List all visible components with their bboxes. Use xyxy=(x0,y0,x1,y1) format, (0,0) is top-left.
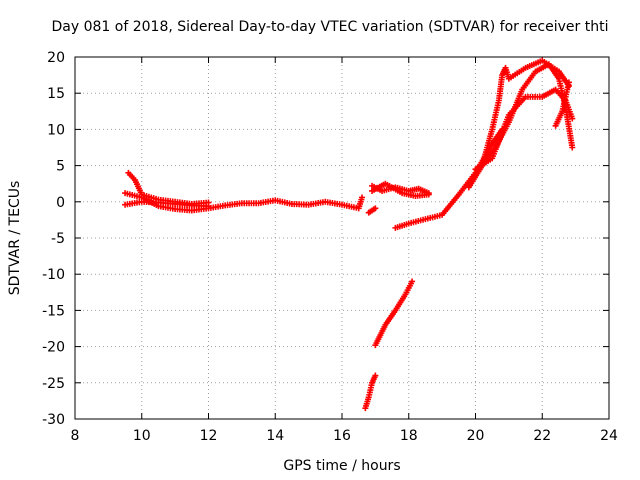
x-tick-label: 8 xyxy=(71,428,80,444)
x-tick-label: 14 xyxy=(266,428,284,444)
series-layer xyxy=(122,57,576,412)
y-tick-label: 10 xyxy=(47,122,65,138)
x-tick-label: 12 xyxy=(200,428,218,444)
series-track-b xyxy=(122,190,366,214)
data-point xyxy=(425,191,432,198)
chart-title: Day 081 of 2018, Sidereal Day-to-day VTE… xyxy=(52,19,609,35)
series-track-j xyxy=(465,57,572,191)
x-tick-label: 24 xyxy=(600,428,618,444)
x-tick-label: 22 xyxy=(533,428,551,444)
data-point xyxy=(372,372,379,379)
data-point xyxy=(205,203,212,210)
x-tick-label: 10 xyxy=(133,428,151,444)
data-point xyxy=(359,194,366,201)
series-track-m xyxy=(552,79,572,129)
grid-layer xyxy=(75,57,609,419)
series-track-c xyxy=(122,198,212,210)
y-tick-label: -20 xyxy=(42,340,65,356)
y-tick-label: -5 xyxy=(51,231,65,247)
ticks-layer: 8 10 12 14 16 18 20 22 24 -30 -25 -20 -15 -10 -5 0 5 10 15… xyxy=(42,50,618,444)
data-point xyxy=(409,278,416,285)
series-track-i xyxy=(372,278,416,349)
y-tick-label: -10 xyxy=(42,267,65,283)
y-tick-label: -30 xyxy=(42,412,65,428)
x-tick-label: 20 xyxy=(467,428,485,444)
data-point xyxy=(569,144,576,151)
series-track-h xyxy=(362,372,379,412)
data-point xyxy=(372,205,379,212)
data-point xyxy=(569,115,576,122)
x-axis-label: GPS time / hours xyxy=(283,458,400,474)
x-tick-label: 18 xyxy=(400,428,418,444)
y-tick-label: -15 xyxy=(42,303,65,319)
y-tick-label: 15 xyxy=(47,86,65,102)
y-tick-label: 20 xyxy=(47,50,65,66)
x-tick-label: 16 xyxy=(333,428,351,444)
y-tick-label: 5 xyxy=(56,159,65,175)
series-track-f xyxy=(369,180,432,200)
data-point xyxy=(565,79,572,86)
series-track-d xyxy=(365,205,379,216)
y-axis-label: SDTVAR / TECUs xyxy=(7,181,23,296)
y-tick-label: 0 xyxy=(56,195,65,211)
y-tick-label: -25 xyxy=(42,376,65,392)
